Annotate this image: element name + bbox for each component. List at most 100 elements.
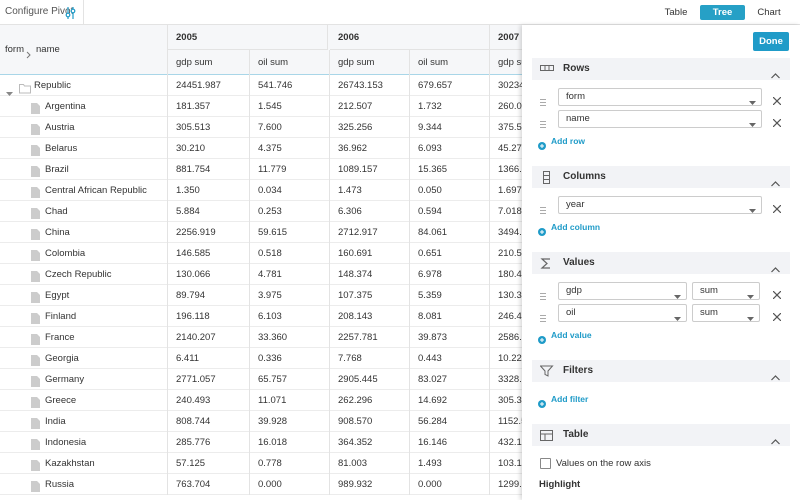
file-icon-svg	[31, 439, 40, 450]
field-select[interactable]: sum	[692, 282, 760, 300]
row-name: France	[45, 332, 75, 343]
remove-button[interactable]	[772, 114, 782, 132]
remove-button-svg	[772, 118, 782, 128]
section-header[interactable]: Table	[532, 424, 790, 446]
cell: 0.443	[410, 348, 490, 369]
section-icon-svg	[543, 171, 550, 184]
folder-icon	[19, 81, 31, 99]
collapse-arrow-svg	[771, 181, 780, 187]
field-select[interactable]: gdp	[558, 282, 687, 300]
file-icon-svg	[31, 334, 40, 345]
drag-handle-svg	[540, 207, 546, 214]
section-header[interactable]: Columns	[532, 166, 790, 188]
section-header[interactable]: Values	[532, 252, 790, 274]
drag-handle	[540, 201, 546, 219]
row-name: China	[45, 227, 70, 238]
section-header[interactable]: Filters	[532, 360, 790, 382]
add-label: Add filter	[551, 394, 589, 404]
field-select[interactable]: year	[558, 196, 762, 214]
select-arrow-svg	[747, 295, 754, 299]
name-divider	[0, 474, 168, 495]
file-icon	[31, 395, 40, 413]
cell: 305.33	[490, 390, 522, 411]
cell: 0.518	[250, 243, 330, 264]
file-icon	[31, 269, 40, 287]
section-icon	[539, 365, 554, 383]
table-row: Republic 24451.987 541.746 26743.153 679.657…	[0, 75, 522, 96]
name-divider	[0, 180, 168, 201]
field-select[interactable]: name	[558, 110, 762, 128]
file-icon-svg	[31, 355, 40, 366]
file-icon	[31, 248, 40, 266]
section-title: Rows	[563, 63, 590, 74]
section-icon-svg	[540, 65, 554, 71]
remove-button[interactable]	[772, 92, 782, 110]
file-icon	[31, 143, 40, 161]
field-select[interactable]: form	[558, 88, 762, 106]
select-arrow-svg	[749, 123, 756, 127]
remove-button[interactable]	[772, 200, 782, 218]
checkbox[interactable]	[540, 458, 551, 469]
remove-button[interactable]	[772, 308, 782, 326]
cell: 16.018	[250, 432, 330, 453]
mode-button[interactable]: Tree	[700, 5, 745, 20]
name-divider	[0, 222, 168, 243]
add-label: Add value	[551, 330, 592, 340]
cell: 2140.207	[168, 327, 250, 348]
cell: 160.691	[330, 243, 410, 264]
mode-button[interactable]: Table	[664, 7, 688, 18]
name-divider	[0, 138, 168, 159]
cell: 26743.153	[330, 75, 410, 96]
configure-button[interactable]: Configure Pivot	[0, 0, 84, 25]
file-icon-svg	[31, 250, 40, 261]
remove-button-svg	[772, 204, 782, 214]
cell: 59.615	[250, 222, 330, 243]
cell: 305.513	[168, 117, 250, 138]
select-arrow	[749, 203, 756, 219]
measure-header: oil sum	[250, 50, 330, 75]
cell: 1.350	[168, 180, 250, 201]
add-icon-svg	[538, 142, 546, 150]
file-icon	[31, 458, 40, 476]
cell: 7.768	[330, 348, 410, 369]
add-icon	[538, 395, 546, 413]
collapse-arrow	[771, 260, 780, 278]
file-icon	[31, 122, 40, 140]
row-header-field: name	[36, 44, 60, 55]
cell: 107.375	[330, 285, 410, 306]
done-button[interactable]: Done	[753, 32, 789, 51]
cell: 5.884	[168, 201, 250, 222]
row-name: Russia	[45, 479, 75, 490]
cell: 30.210	[168, 138, 250, 159]
field-select[interactable]: oil	[558, 304, 687, 322]
file-icon	[31, 353, 40, 371]
section-header[interactable]: Rows	[532, 58, 790, 80]
breadcrumb-arrow	[26, 46, 32, 64]
cell: 2712.917	[330, 222, 410, 243]
cell: 36.962	[330, 138, 410, 159]
cell: 325.256	[330, 117, 410, 138]
row-name: Greece	[45, 395, 77, 406]
cell: 6.411	[168, 348, 250, 369]
name-divider	[0, 159, 168, 180]
collapse-arrow	[771, 432, 780, 450]
remove-button-svg	[772, 96, 782, 106]
drag-handle-svg	[540, 293, 546, 300]
section-title: Table	[563, 429, 589, 440]
field-select[interactable]: sum	[692, 304, 760, 322]
pivot-table: form name 2005 2006 2007 gdp sum oil sum gdp su…	[0, 25, 522, 500]
cell: 364.352	[330, 432, 410, 453]
breadcrumb-arrow-svg	[26, 51, 31, 59]
name-divider	[0, 75, 168, 96]
name-divider	[0, 285, 168, 306]
cell: 908.570	[330, 411, 410, 432]
mode-button[interactable]: Chart	[757, 7, 781, 18]
add-icon-svg	[538, 336, 546, 344]
select-arrow-svg	[749, 209, 756, 213]
file-icon-svg	[31, 313, 40, 324]
file-icon	[31, 101, 40, 119]
file-icon-svg	[31, 103, 40, 114]
remove-button[interactable]	[772, 286, 782, 304]
